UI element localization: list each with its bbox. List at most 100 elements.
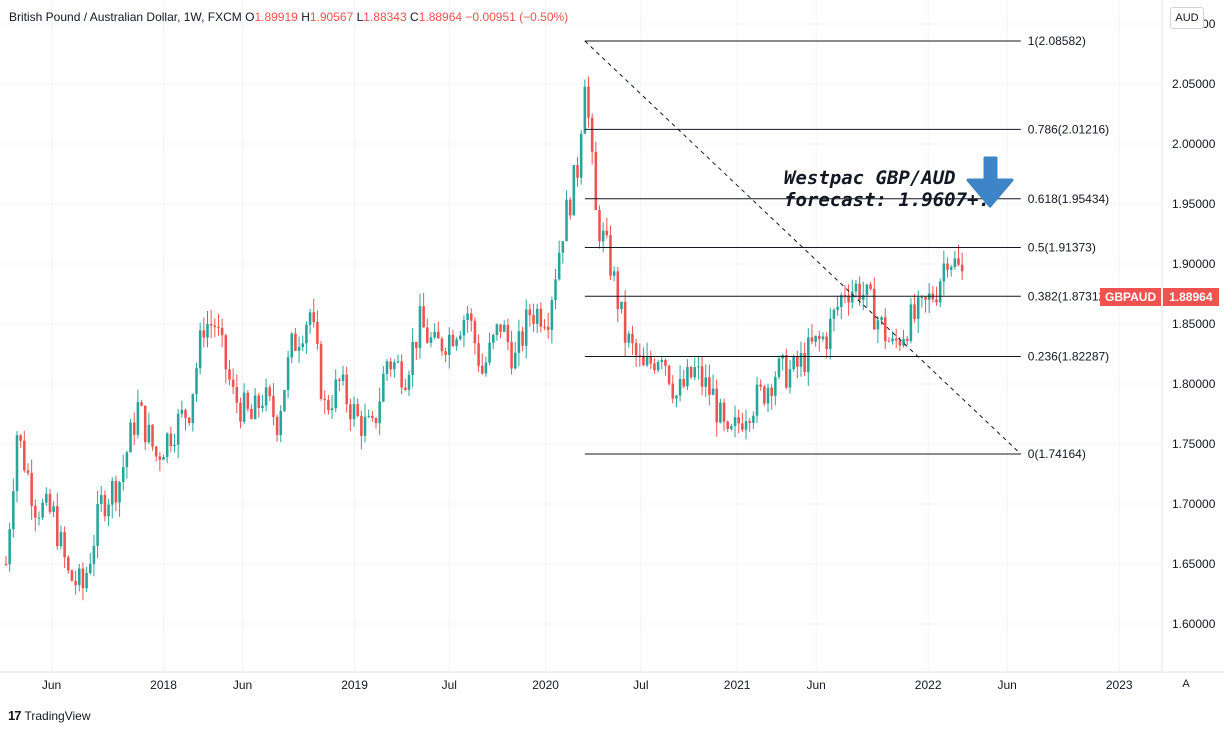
candle-body <box>539 308 543 327</box>
candle-body <box>722 402 726 422</box>
candle-body <box>110 481 114 505</box>
price-tag-value: 1.88964 <box>1163 288 1219 306</box>
candle-body <box>609 235 612 276</box>
candle-body <box>118 482 121 503</box>
candle-body <box>121 467 125 483</box>
change-value: −0.00951 (−0.50%) <box>465 10 569 24</box>
candle-body <box>528 309 532 316</box>
candle-body <box>682 378 686 387</box>
candle-body <box>477 343 480 366</box>
candle-body <box>704 377 708 387</box>
open-label: O <box>245 10 255 24</box>
y-tick-label: 2.00000 <box>1172 137 1216 151</box>
candle-body <box>107 504 110 517</box>
candle-body <box>587 86 590 118</box>
candle-body <box>56 506 59 547</box>
brand-name: TradingView <box>24 708 91 723</box>
candle-body <box>865 284 869 296</box>
candle-body <box>894 338 898 341</box>
candle-body <box>341 374 345 381</box>
candle-body <box>491 334 495 343</box>
candle-body <box>114 481 118 503</box>
tradingview-brand[interactable]: 17 TradingView <box>8 708 91 723</box>
candle-body <box>612 271 616 276</box>
candle-body <box>825 336 828 349</box>
candle-body <box>400 361 403 388</box>
candle-body <box>605 230 609 236</box>
candle-body <box>154 446 158 457</box>
candle-body <box>411 341 414 375</box>
candle-body <box>305 324 308 344</box>
candle-body <box>642 355 645 366</box>
candle-body <box>620 301 623 310</box>
candle-body <box>719 402 722 423</box>
candle-body <box>176 413 180 445</box>
candle-body <box>785 354 788 388</box>
candle-body <box>953 258 957 268</box>
candle-body <box>444 351 447 355</box>
candle-body <box>382 373 385 402</box>
candle-body <box>880 317 883 321</box>
x-tick-label: 2023 <box>1106 678 1133 692</box>
x-tick-label: 2019 <box>341 678 368 692</box>
candles[interactable] <box>4 76 964 601</box>
candle-body <box>316 322 319 344</box>
fib-retracement[interactable]: 1(2.08582) 0.786(2.01216) 0.618(1.95434) 0.… <box>584 34 1109 461</box>
candle-body <box>942 263 946 282</box>
candle-body <box>23 440 26 471</box>
candle-body <box>766 387 770 404</box>
candle-body <box>532 315 535 324</box>
candle-body <box>48 493 52 512</box>
candle-body <box>162 457 165 460</box>
candle-body <box>385 361 389 374</box>
candle-body <box>752 415 755 423</box>
candle-body <box>796 356 799 367</box>
candle-body <box>799 352 803 367</box>
candle-body <box>451 334 455 346</box>
candle-body <box>510 342 513 369</box>
candle-body <box>77 568 81 586</box>
y-tick-label: 1.60000 <box>1172 617 1216 631</box>
fib-level-label: 0.382(1.87312) <box>1028 289 1109 303</box>
candle-body <box>473 320 477 344</box>
candle-body <box>74 580 77 586</box>
candle-body <box>730 426 733 429</box>
candle-body <box>480 365 484 374</box>
candle-body <box>363 416 367 436</box>
chart-legend-header: British Pound / Australian Dollar, 1W, F… <box>9 10 568 24</box>
candle-body <box>803 352 806 373</box>
candle-body <box>748 421 751 423</box>
y-tick-label: 1.95000 <box>1172 197 1216 211</box>
auto-scale-button[interactable]: A <box>1182 678 1190 690</box>
candle-body <box>854 283 858 292</box>
x-axis[interactable]: Jun 2018 Jun 2019 Jul 2020 Jul 2021 Jun 2022 Jun 20… <box>42 678 1133 692</box>
candle-body <box>535 308 539 324</box>
candle-body <box>675 395 678 399</box>
candle-body <box>726 421 729 429</box>
currency-button[interactable]: AUD <box>1170 7 1204 29</box>
forecast-annotation[interactable]: Westpac GBP/AUD forecast: 1.9607+. <box>784 167 990 211</box>
candle-body <box>594 151 598 211</box>
candle-body <box>393 362 396 370</box>
y-axis[interactable]: 1.60000 1.65000 1.70000 1.75000 1.80000 1.850… <box>1172 17 1216 631</box>
candle-body <box>41 502 44 518</box>
candle-body <box>807 337 810 373</box>
candle-body <box>173 444 176 447</box>
candle-body <box>63 532 66 558</box>
x-tick-label: Jun <box>42 678 61 692</box>
candle-body <box>543 326 546 328</box>
candle-body <box>872 288 876 330</box>
close-value: 1.88964 <box>418 10 463 24</box>
candle-body <box>213 325 217 328</box>
candle-body <box>235 386 239 403</box>
candle-body <box>598 210 601 242</box>
down-arrow-icon <box>966 156 1014 208</box>
candle-body <box>334 379 337 409</box>
candle-body <box>960 264 964 272</box>
candle-body <box>627 333 631 343</box>
candle-body <box>418 306 422 348</box>
candle-body <box>869 284 872 289</box>
candle-body <box>671 383 675 399</box>
candle-body <box>949 267 953 270</box>
